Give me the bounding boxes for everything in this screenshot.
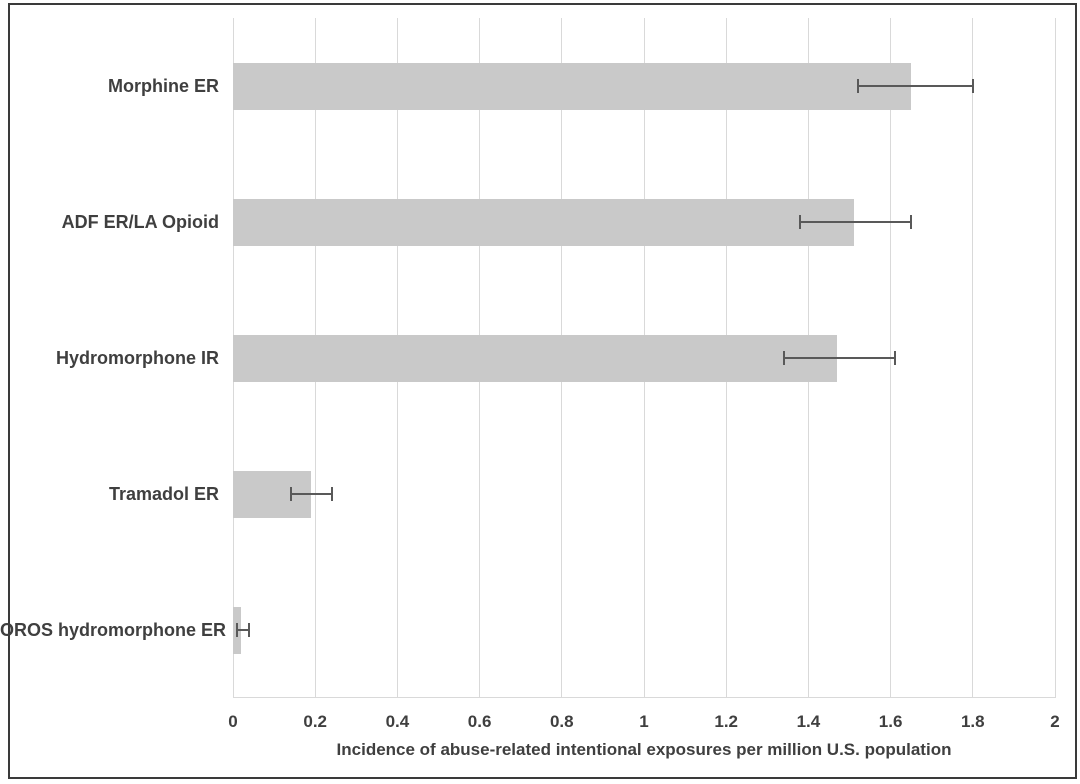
error-bar-cap — [782, 351, 785, 365]
error-bar-cap — [289, 487, 292, 501]
error-bar-cap — [893, 351, 896, 365]
gridline — [972, 18, 974, 698]
error-bar-cap — [330, 487, 333, 501]
bar — [233, 198, 854, 246]
x-axis-title: Incidence of abuse-related intentional e… — [336, 740, 952, 759]
x-tick-label: 1 — [639, 712, 649, 731]
error-bar-cap — [910, 215, 913, 229]
x-tick-label: 1.2 — [714, 712, 738, 731]
error-bar — [783, 357, 895, 359]
error-bar-cap — [971, 79, 974, 93]
error-bar — [237, 629, 250, 631]
error-bar — [800, 221, 912, 223]
category-label: Morphine ER — [108, 76, 219, 96]
error-bar — [857, 85, 973, 87]
x-axis-line — [233, 697, 1055, 698]
x-tick-label: 0.4 — [385, 712, 410, 731]
category-label: ADF ER/LA Opioid — [61, 212, 219, 232]
error-bar-cap — [856, 79, 859, 93]
bar — [233, 334, 838, 382]
x-tick-label: 1.4 — [796, 712, 821, 731]
x-tick-label: 0.6 — [467, 712, 492, 731]
x-tick-label: 1.6 — [878, 712, 903, 731]
plot-area — [232, 18, 1056, 698]
bar — [233, 62, 912, 110]
category-label: OROS hydromorphone ER — [0, 620, 227, 640]
error-bar-cap — [799, 215, 802, 229]
x-tick-label: 2 — [1050, 712, 1060, 731]
gridline — [1054, 18, 1056, 698]
category-label: Hydromorphone IR — [55, 348, 219, 368]
category-label: Tramadol ER — [108, 484, 219, 504]
error-bar-cap — [236, 623, 239, 637]
x-tick-label: 0.2 — [303, 712, 327, 731]
x-tick-label: 1.8 — [960, 712, 985, 731]
error-bar-cap — [248, 623, 251, 637]
x-tick-label: 0.8 — [549, 712, 574, 731]
error-bar — [290, 493, 332, 495]
x-tick-label: 0 — [228, 712, 238, 731]
